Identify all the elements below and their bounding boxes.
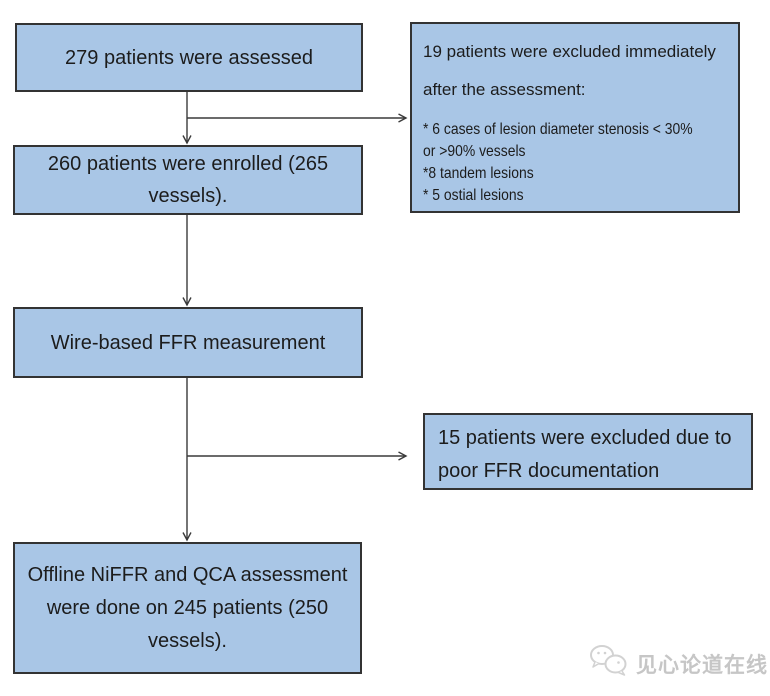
exclusion-reason-list: * 6 cases of lesion diameter stenosis < … [423, 119, 693, 207]
node-text-line: Offline NiFFR and QCA assessment [27, 563, 348, 586]
node-patients-enrolled: 260 patients were enrolled (265 vessels)… [13, 145, 363, 215]
node-wire-based-ffr: Wire-based FFR measurement [13, 307, 363, 378]
node-text-line: after the assessment: [423, 80, 586, 99]
node-text-line: 260 patients were enrolled (265 [47, 153, 329, 175]
node-text-line: 15 patients were excluded due to [438, 427, 732, 449]
node-offline-niffr-qca: Offline NiFFR and QCA assessment were do… [13, 542, 362, 674]
node-text-line: vessels). [148, 185, 228, 207]
node-text-line: were done on 245 patients (250 [46, 596, 329, 619]
node-patients-assessed: 279 patients were assessed [15, 23, 363, 92]
exclusion-reason: * 5 ostial lesions [423, 187, 524, 204]
node-excluded-poor-ffr: 15 patients were excluded due to poor FF… [423, 413, 753, 490]
node-text-line: poor FFR documentation [438, 460, 660, 482]
node-excluded-after-assessment: 19 patients were excluded immediately af… [410, 22, 740, 213]
node-text-line: vessels). [148, 629, 227, 652]
exclusion-reason: *8 tandem lesions [423, 165, 534, 182]
exclusion-reason: or >90% vessels [423, 143, 526, 160]
node-text-line: 279 patients were assessed [65, 46, 313, 69]
watermark-text: 见心论道在线 [636, 653, 768, 677]
watermark: 见心论道在线 [589, 644, 768, 683]
chat-bubbles-icon [589, 644, 629, 683]
exclusion-reason: * 6 cases of lesion diameter stenosis < … [423, 121, 693, 138]
node-text-line: 19 patients were excluded immediately [423, 42, 716, 61]
node-text-line: Wire-based FFR measurement [50, 331, 326, 354]
